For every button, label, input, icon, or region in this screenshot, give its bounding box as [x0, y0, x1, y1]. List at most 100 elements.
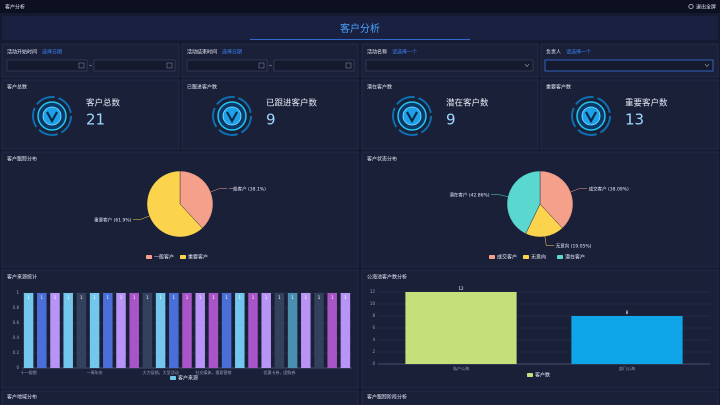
filter-hint[interactable]: 请选择一个 [566, 49, 591, 56]
bar [50, 293, 60, 368]
bar [261, 293, 271, 368]
bar-value-label: 1 [54, 295, 57, 300]
y-tick-label: 0.2 [13, 350, 20, 355]
bar [301, 293, 311, 368]
bar-value-label: 1 [225, 295, 228, 300]
legend-label: 客户数 [535, 372, 550, 379]
kpi-value: 21 [86, 111, 105, 129]
legend-label: 一般客户 [154, 254, 174, 261]
legend-swatch [146, 255, 152, 259]
legend-swatch [527, 373, 533, 377]
filter-label: 负责人 [546, 49, 561, 56]
date-input[interactable] [273, 59, 355, 72]
bar [63, 293, 73, 368]
filter-hint[interactable]: 请选择一个 [392, 49, 417, 56]
bar [142, 293, 153, 368]
bar [169, 293, 179, 368]
exit-fullscreen[interactable]: 退出全屏 [696, 4, 716, 11]
icon-glow [392, 96, 432, 136]
date-input[interactable] [93, 59, 176, 72]
bar-value-label: 1 [344, 295, 347, 300]
leader-line [570, 188, 588, 193]
slice-value: (38.1%) [248, 186, 266, 192]
leader-line [544, 236, 555, 246]
bar-value-label: 1 [331, 295, 334, 300]
filter-label: 活动结束时间 [187, 49, 217, 56]
pie-slice [525, 203, 563, 238]
bar [155, 293, 166, 368]
bar-value-label: 1 [291, 295, 294, 300]
kpi-panel [1, 79, 180, 150]
top-title: 客户分析 [5, 4, 25, 11]
select-input[interactable] [365, 59, 534, 72]
header-title: 客户分析 [340, 22, 380, 35]
slice-value: (38.09%) [608, 186, 629, 192]
bar-value-label: 1 [186, 295, 189, 300]
leader-line [132, 215, 150, 220]
chart-title: 客户状态分布 [367, 156, 397, 163]
kpi-value: 9 [266, 111, 276, 129]
pie-slice [539, 170, 574, 229]
date-input[interactable] [6, 59, 88, 72]
bar-value-label: 1 [278, 295, 281, 300]
calendar-icon [78, 62, 85, 69]
chart-panel [1, 390, 359, 405]
exit-icon[interactable] [688, 3, 694, 10]
bar-value-label: 1 [67, 295, 70, 300]
slice-name: 一般客户 [229, 185, 247, 192]
bar [405, 292, 517, 364]
filter-label: 活动名称 [367, 49, 387, 56]
calendar-icon [166, 62, 173, 69]
select-arrow [524, 63, 530, 67]
bar [195, 293, 205, 368]
slice-value: (61.9%) [114, 217, 132, 223]
icon-core [581, 106, 601, 126]
slice-name: 重要客户 [94, 216, 112, 223]
legend-label: 潜在客户 [565, 254, 585, 261]
kpi-panel [361, 79, 539, 150]
pie-slice [506, 170, 541, 235]
filter-label: 活动开始时间 [7, 49, 37, 56]
kpi-panel [540, 79, 719, 150]
y-tick-label: 0 [16, 365, 19, 370]
bar [103, 293, 113, 368]
bar [274, 293, 285, 368]
bar-value-label: 1 [133, 295, 136, 300]
legend-swatch [523, 255, 529, 259]
slice-name: 潜在客户 [449, 191, 467, 198]
bar-value-label: 1 [252, 295, 255, 300]
select-arrow [704, 63, 710, 67]
kpi-title: 客户总数 [7, 84, 27, 91]
legend-swatch [557, 255, 563, 259]
icon-core [222, 106, 242, 126]
filter-hint[interactable]: 选择日期 [222, 49, 242, 56]
kpi-title: 已跟进客户数 [187, 84, 217, 91]
slice-name: 无意向 [556, 242, 570, 249]
pie-slice [179, 170, 214, 229]
date-input[interactable] [186, 59, 268, 72]
calendar-icon [345, 62, 352, 69]
bar [182, 293, 192, 368]
chart-title: 客户来源统计 [7, 274, 37, 281]
select-input[interactable] [544, 59, 714, 72]
bar-value-label: 1 [265, 295, 268, 300]
leader-line [491, 194, 508, 197]
filter-hint[interactable]: 选择日期 [42, 49, 62, 56]
bar-value-label: 8 [626, 310, 629, 315]
x-tick-label: 私户公海 [453, 365, 469, 371]
x-tick-label: 一周年庆 [87, 369, 103, 375]
slice-label: 一般客户 (38.1%) [229, 185, 266, 192]
chart-title: 客户地域分布 [7, 394, 37, 401]
bar-value-label: 1 [173, 295, 176, 300]
kpi-title: 潜在客户数 [367, 84, 392, 91]
y-tick-label: 6 [372, 325, 375, 330]
y-tick-label: 10 [370, 301, 376, 306]
bar-value-label: 1 [27, 295, 30, 300]
y-tick-label: 0.6 [13, 320, 20, 325]
bar [208, 293, 219, 368]
kpi-value: 9 [446, 111, 456, 129]
bar [287, 293, 298, 368]
y-tick-label: 4 [372, 337, 375, 342]
icon-glow [571, 96, 611, 136]
slice-label: 重要客户 (61.9%) [94, 216, 131, 223]
